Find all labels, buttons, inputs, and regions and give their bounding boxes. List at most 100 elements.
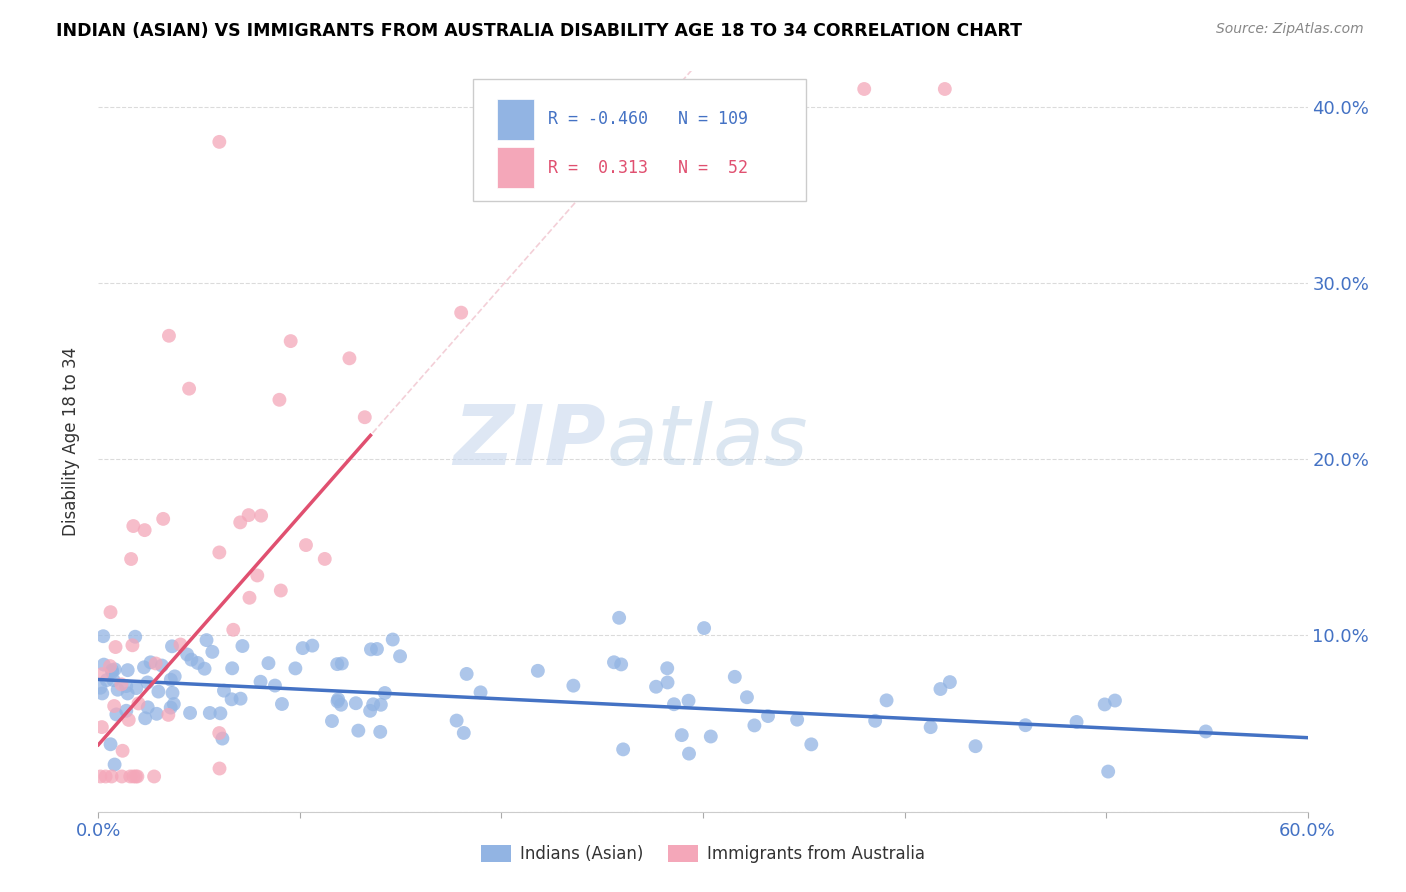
Point	[127, 697, 149, 711]
Text: Source: ZipAtlas.com: Source: ZipAtlas.com	[1216, 22, 1364, 37]
Point	[291, 641, 314, 656]
Point	[280, 334, 302, 348]
Text: ZIP: ZIP	[454, 401, 606, 482]
Point	[863, 714, 886, 728]
Point	[920, 720, 942, 734]
Point	[735, 690, 758, 705]
Point	[607, 611, 630, 625]
Point	[238, 591, 260, 605]
Point	[366, 642, 388, 657]
Point	[132, 660, 155, 674]
Point	[370, 698, 392, 712]
Point	[269, 392, 291, 407]
Point	[159, 673, 181, 687]
Point	[249, 674, 271, 689]
Point	[104, 640, 127, 654]
Point	[110, 677, 132, 691]
Point	[120, 769, 142, 783]
Point	[180, 653, 202, 667]
Point	[321, 714, 343, 728]
Point	[222, 623, 245, 637]
Point	[330, 698, 353, 712]
Point	[657, 675, 679, 690]
Point	[101, 663, 124, 677]
Point	[314, 552, 336, 566]
Point	[152, 512, 174, 526]
Point	[117, 686, 139, 700]
Point	[1094, 698, 1116, 712]
Point	[120, 552, 142, 566]
Point	[136, 700, 159, 714]
Point	[100, 605, 122, 619]
Point	[93, 657, 115, 672]
Point	[264, 679, 287, 693]
Point	[657, 661, 679, 675]
Point	[103, 698, 125, 713]
Point	[143, 769, 166, 783]
Point	[724, 670, 747, 684]
Point	[693, 621, 716, 635]
Point	[208, 135, 231, 149]
Legend: Indians (Asian), Immigrants from Australia: Indians (Asian), Immigrants from Austral…	[475, 838, 931, 870]
Point	[208, 726, 231, 740]
Point	[195, 633, 218, 648]
Point	[1066, 714, 1088, 729]
Point	[876, 693, 898, 707]
Point	[125, 769, 148, 783]
Point	[122, 769, 145, 783]
Point	[179, 382, 201, 396]
Point	[201, 645, 224, 659]
Point	[603, 655, 626, 669]
Point	[326, 692, 349, 706]
Point	[105, 707, 128, 722]
Text: INDIAN (ASIAN) VS IMMIGRANTS FROM AUSTRALIA DISABILITY AGE 18 TO 34 CORRELATION : INDIAN (ASIAN) VS IMMIGRANTS FROM AUSTRA…	[56, 22, 1022, 40]
Point	[1195, 724, 1218, 739]
Point	[127, 769, 149, 783]
Point	[700, 730, 723, 744]
Point	[326, 694, 349, 708]
Point	[270, 583, 292, 598]
Point	[330, 657, 353, 671]
Point	[456, 667, 478, 681]
Point	[744, 718, 766, 732]
Point	[450, 306, 472, 320]
Point	[211, 731, 233, 746]
Point	[136, 675, 159, 690]
Point	[612, 742, 634, 756]
Point	[101, 665, 124, 679]
Point	[134, 523, 156, 537]
Point	[339, 351, 361, 366]
Point	[98, 659, 121, 673]
Point	[446, 714, 468, 728]
Point	[157, 707, 180, 722]
Point	[115, 679, 138, 693]
Point	[134, 711, 156, 725]
Point	[104, 757, 127, 772]
Point	[159, 700, 181, 714]
Point	[271, 697, 294, 711]
Point	[326, 657, 349, 672]
Point	[257, 656, 280, 670]
Point	[756, 709, 779, 723]
Text: R =  0.313   N =  52: R = 0.313 N = 52	[548, 159, 748, 177]
Point	[359, 704, 381, 718]
Point	[176, 648, 198, 662]
Point	[94, 769, 117, 783]
Point	[671, 728, 693, 742]
Point	[231, 639, 253, 653]
Point	[157, 328, 180, 343]
Point	[111, 744, 134, 758]
Point	[562, 679, 585, 693]
Point	[198, 706, 221, 720]
Point	[115, 704, 138, 718]
Point	[122, 519, 145, 533]
Point	[662, 697, 685, 711]
Point	[169, 638, 191, 652]
Point	[148, 684, 170, 698]
Point	[139, 656, 162, 670]
Point	[121, 638, 143, 652]
Point	[209, 706, 232, 721]
Point	[389, 649, 412, 664]
Point	[381, 632, 404, 647]
Point	[89, 681, 111, 695]
